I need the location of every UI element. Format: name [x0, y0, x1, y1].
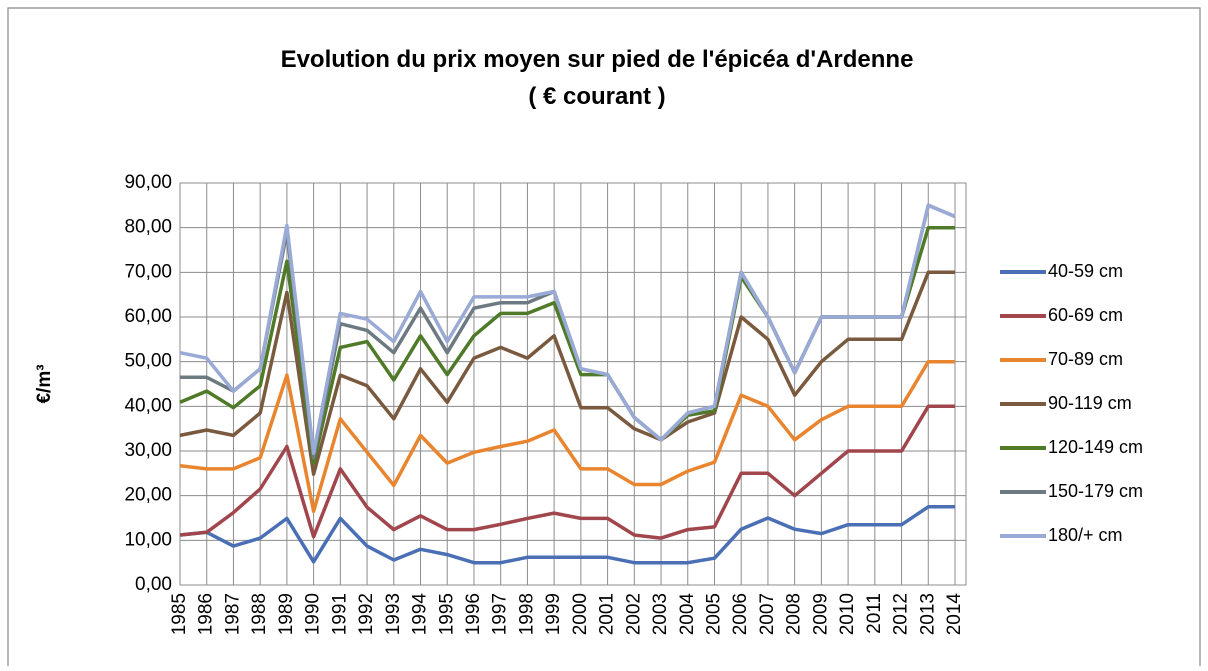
- legend-label: 60-69 cm: [1048, 305, 1123, 325]
- chart-title: Evolution du prix moyen sur pied de l'ép…: [281, 46, 914, 73]
- legend-label: 90-119 cm: [1048, 393, 1132, 413]
- x-tick-label: 1988: [249, 593, 270, 635]
- series-line: [179, 505, 955, 565]
- x-tick-label: 2003: [650, 593, 671, 635]
- legend-label: 120-149 cm: [1048, 437, 1143, 457]
- chart-border: [7, 7, 1201, 666]
- x-tick-label: 2010: [837, 593, 858, 635]
- series-line: [179, 404, 955, 540]
- legend-label: 70-89 cm: [1048, 349, 1123, 369]
- x-tick-label: 2001: [597, 593, 618, 635]
- x-tick-label: 1990: [303, 593, 324, 635]
- plot-area: [179, 182, 967, 586]
- chart-subtitle: ( € courant ): [528, 83, 665, 110]
- x-tick-label: 2009: [810, 593, 831, 635]
- x-tick-label: 1995: [436, 593, 457, 635]
- y-tick-label: 40,00: [124, 395, 172, 416]
- y-tick-label: 30,00: [124, 440, 172, 461]
- x-tick-label: 2002: [623, 593, 644, 635]
- x-tick-label: 1993: [383, 593, 404, 635]
- y-axis-label: €/m³: [34, 364, 55, 403]
- x-tick-label: 1996: [463, 593, 484, 635]
- series-line: [179, 203, 956, 455]
- x-tick-label: 2000: [570, 593, 591, 635]
- x-tick-label: 2013: [917, 593, 938, 635]
- x-tick-label: 2006: [730, 593, 751, 635]
- x-tick-label: 2012: [891, 593, 912, 635]
- y-tick-label: 60,00: [124, 306, 172, 327]
- y-tick-label: 20,00: [124, 485, 172, 506]
- x-tick-label: 1987: [222, 593, 243, 635]
- y-tick-label: 70,00: [124, 261, 172, 282]
- x-tick-label: 2011: [864, 593, 885, 634]
- y-tick-label: 90,00: [124, 172, 172, 193]
- x-tick-label: 1985: [169, 593, 190, 635]
- y-tick-label: 0,00: [135, 574, 172, 595]
- x-tick-label: 2005: [703, 593, 724, 635]
- y-tick-label: 50,00: [124, 351, 172, 372]
- legend-label: 150-179 cm: [1048, 481, 1143, 501]
- x-tick-label: 2008: [784, 593, 805, 635]
- y-tick-label: 80,00: [124, 217, 172, 238]
- x-tick-label: 1998: [516, 593, 537, 635]
- series-line: [179, 359, 955, 514]
- x-tick-label: 2007: [757, 593, 778, 635]
- x-tick-label: 1999: [543, 593, 564, 635]
- x-tick-label: 1989: [276, 593, 297, 635]
- legend-label: 40-59 cm: [1048, 261, 1123, 281]
- x-tick-label: 1994: [410, 593, 431, 636]
- x-tick-label: 1991: [329, 593, 350, 635]
- x-tick-label: 1986: [196, 593, 217, 635]
- x-tick-label: 1997: [490, 593, 511, 635]
- legend-label: 180/+ cm: [1048, 525, 1123, 545]
- series-line: [179, 270, 955, 476]
- x-tick-label: 1992: [356, 593, 377, 635]
- x-tick-label: 2014: [944, 593, 965, 636]
- y-tick-label: 10,00: [124, 529, 172, 550]
- x-tick-label: 2004: [677, 593, 698, 636]
